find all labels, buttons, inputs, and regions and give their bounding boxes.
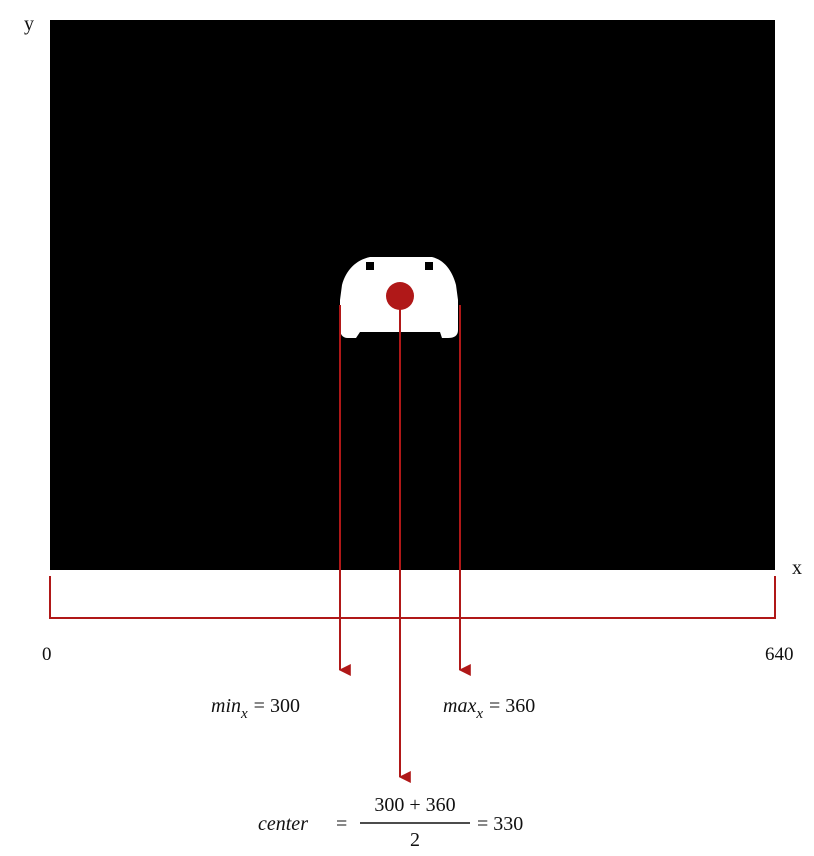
min-x-value: = 300 (254, 695, 300, 717)
max-x-equation: maxx = 360 (443, 695, 535, 722)
x-min-label: 0 (42, 644, 52, 665)
min-x-subscript: x (240, 706, 248, 722)
x-range-bracket (49, 576, 776, 619)
max-x-subscript: x (475, 706, 483, 722)
y-axis-label: y (24, 13, 34, 35)
center-equals: = (336, 813, 347, 835)
max-x-value: = 360 (489, 695, 535, 717)
x-max-label: 640 (765, 644, 794, 665)
center-var: center (258, 813, 308, 835)
min-x-equation: minx = 300 (211, 695, 300, 722)
min-x-var: min (211, 695, 241, 717)
center-marker (386, 282, 414, 310)
center-denominator: 2 (410, 829, 420, 851)
center-equation: center = 300 + 360 2 = 330 (258, 794, 523, 851)
center-result: = 330 (477, 813, 523, 835)
max-x-var: max (443, 695, 476, 717)
center-numerator: 300 + 360 (374, 794, 455, 816)
x-axis-label: x (792, 557, 802, 579)
